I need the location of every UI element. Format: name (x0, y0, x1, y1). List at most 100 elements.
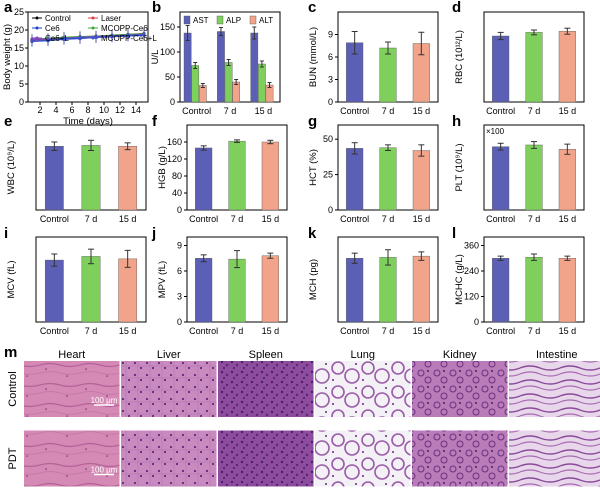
x-tick-label: 15 d (119, 326, 137, 336)
bar-7d (81, 145, 101, 211)
bar-ast (250, 32, 259, 103)
y-tick-label: 20 (14, 25, 24, 35)
histology-image-pdt-spleen (218, 430, 314, 487)
y-axis-label-k: MCH (pg) (308, 259, 319, 300)
panel-c: c 0 3 6 9 BUN (mmol/L) Control 7 d 15 d (308, 0, 439, 116)
panel-b: b 0 50 100 150 U/L Control 7 d 15 d AST ALP ALT (150, 0, 281, 116)
y-tick-label: 150 (160, 22, 175, 32)
y-axis-label-c: BUN (mmol/L) (308, 27, 319, 87)
x-tick-label: Control (340, 326, 369, 336)
x-tick-label: 15 d (262, 326, 280, 336)
panel-l: l 0 120 240 360 MCHC (g/L) Control 7 d 15 d (452, 225, 585, 336)
bar-15d (412, 255, 430, 323)
y-tick-label: 0 (328, 97, 333, 107)
x-tick-label: 10 (99, 105, 109, 115)
x-tick-label: Control (40, 326, 69, 336)
legend-label-mcopp-ce6+l: MCOPP-Ce6+L (101, 34, 157, 43)
x-tick-label: 4 (53, 105, 58, 115)
legend-label-mcopp-ce6: MCOPP-Ce6 (101, 24, 148, 33)
y-tick-label: 50 (165, 72, 175, 82)
legend-swatch-alp (216, 15, 224, 25)
data-point (46, 38, 50, 42)
bar-control (195, 147, 213, 211)
histology-image-control-kidney (412, 361, 508, 417)
panel-label-g: g (308, 113, 317, 130)
bar-ast (217, 31, 225, 103)
panel-label-m: m (4, 344, 17, 361)
x-tick-label: 7 d (528, 106, 541, 116)
y-axis-label-f: HGB (g/L) (157, 146, 168, 189)
bar-7d (228, 140, 246, 211)
x-tick-label: Control (486, 106, 515, 116)
panel-label-j: j (151, 225, 156, 242)
legend-swatch-alt (249, 15, 257, 25)
x-tick-label: 7 d (382, 214, 395, 224)
y-tick-label: 9 (328, 30, 333, 40)
legend-label-control: Control (45, 14, 71, 23)
x-tick-label: 7 d (528, 326, 541, 336)
scale-bar-label: 100 μm (91, 396, 118, 405)
y-tick-label: 360 (464, 241, 479, 251)
panel-label-i: i (4, 225, 8, 242)
y-tick-label: 40 (172, 188, 182, 198)
data-point (62, 37, 66, 41)
panel-e: e WBC (10⁹/L) Control 7 d 15 d (4, 113, 147, 224)
y-axis-label: Body weight (g) (2, 24, 13, 90)
x-tick-label: Control (340, 214, 369, 224)
x-tick-label: 15 d (262, 214, 280, 224)
bar-control (195, 258, 213, 323)
histology-image-control-liver (121, 361, 217, 417)
bar-15d (558, 258, 576, 323)
x-tick-label: 7 d (382, 106, 395, 116)
x-tick-label: Control (40, 214, 69, 224)
x-tick-label: 15 d (255, 106, 273, 116)
panel-d: d RBC (10¹²/L) Control 7 d 15 d (452, 0, 585, 116)
y-tick-label: 50 (323, 134, 333, 144)
x-tick-label: 7 d (231, 326, 244, 336)
x-tick-label: 15 d (559, 214, 577, 224)
panel-label-d: d (452, 0, 461, 16)
bar-7d (525, 32, 543, 103)
bar-15d (118, 146, 138, 211)
legend-marker (35, 26, 39, 30)
data-point (126, 33, 130, 38)
legend-label-ce6: Ce6 (45, 24, 60, 33)
histology-image-pdt-lung (315, 430, 411, 487)
bar-alp (191, 65, 200, 103)
y-tick-label: 0 (328, 205, 333, 215)
data-point (78, 36, 82, 40)
y-axis-label-g: HCT (%) (308, 149, 319, 186)
y-tick-label: 120 (464, 292, 479, 302)
histology-image-pdt-kidney (412, 430, 508, 487)
bar-7d (525, 256, 543, 323)
panel-label-l: l (452, 225, 456, 242)
bar-7d (379, 257, 397, 323)
organ-title-heart: Heart (58, 349, 85, 361)
data-point (110, 34, 114, 39)
y-tick-label: 9 (177, 241, 182, 251)
x-tick-label: 8 (85, 105, 90, 115)
bar-alp (224, 62, 233, 103)
legend-marker (91, 36, 95, 40)
y-tick-label: 10 (14, 61, 24, 71)
y-axis-label-b: U/L (150, 50, 161, 65)
organ-title-kidney: Kidney (443, 349, 477, 361)
histology-image-pdt-heart (24, 430, 120, 487)
y-tick-label: 3 (328, 75, 333, 85)
bar-15d (261, 255, 279, 323)
organ-title-spleen: Spleen (249, 349, 283, 361)
panel-j: j 0 3 6 9 MPV (fL) Control 7 d 15 d (151, 225, 288, 336)
x-tick-label: 7 d (231, 214, 244, 224)
bar-7d (81, 256, 101, 323)
y-tick-label: 0 (177, 317, 182, 327)
bar-control (346, 148, 364, 211)
legend-label-ast: AST (193, 16, 209, 25)
y-tick-label: 3 (177, 292, 182, 302)
row-label-pdt: PDT (7, 447, 19, 469)
histology-image-control-spleen (218, 361, 314, 417)
panel-label-b: b (152, 0, 161, 16)
panel-h: h ×100 PLT (10⁹/L) Control 7 d 15 d (452, 113, 585, 224)
x-tick-label: 15 d (559, 326, 577, 336)
